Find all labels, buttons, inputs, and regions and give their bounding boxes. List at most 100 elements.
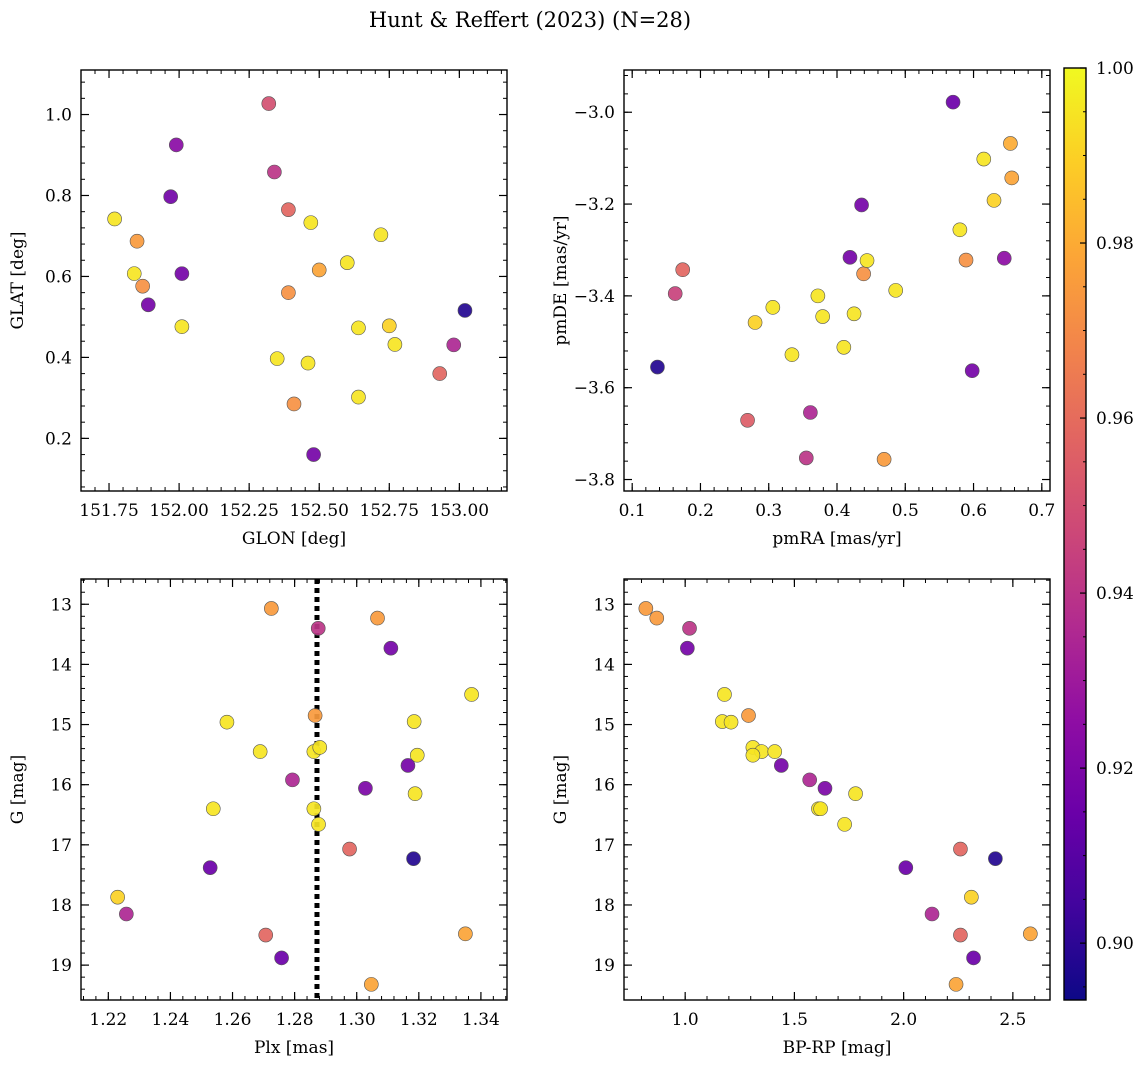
data-point xyxy=(407,786,423,802)
data-point xyxy=(446,337,462,353)
data-point xyxy=(432,366,448,381)
data-point xyxy=(110,889,125,905)
data-point xyxy=(274,950,289,966)
data-point xyxy=(342,841,357,857)
x-tick-label: 1.24 xyxy=(151,1010,189,1030)
colorbar-tick-label: 0.98 xyxy=(1096,234,1134,254)
data-point xyxy=(381,318,397,334)
x-tick-label: 1.34 xyxy=(462,1010,500,1030)
y-tick-label: −3.6 xyxy=(574,379,615,399)
data-point xyxy=(747,315,763,330)
colorbar-tick-label: 0.96 xyxy=(1096,409,1134,429)
data-point xyxy=(252,744,268,759)
x-tick-label: 1.0 xyxy=(672,1010,699,1030)
data-point xyxy=(373,227,389,243)
x-tick-label: 153.00 xyxy=(430,501,489,521)
y-tick-label: 14 xyxy=(593,655,615,675)
data-point xyxy=(351,389,366,405)
x-tick-label: 1.28 xyxy=(276,1010,314,1030)
y-axis-label: pmDE [mas/yr] xyxy=(551,215,571,345)
colorbar-gradient xyxy=(1063,67,1087,1001)
data-point xyxy=(784,347,800,362)
data-point xyxy=(650,359,665,375)
data-point xyxy=(798,450,814,466)
data-point xyxy=(126,266,142,281)
data-point xyxy=(846,306,862,322)
x-tick-label: 151.75 xyxy=(79,501,138,521)
data-point xyxy=(773,758,789,773)
data-point xyxy=(269,351,285,366)
y-tick-label: −3.2 xyxy=(574,195,615,215)
data-layer xyxy=(650,94,1020,467)
data-point xyxy=(400,758,416,773)
y-tick-label: 1.0 xyxy=(45,106,72,126)
data-point xyxy=(261,96,277,111)
x-tick-label: 0.1 xyxy=(619,501,646,521)
data-point xyxy=(988,851,1003,866)
x-tick-label: 152.00 xyxy=(149,501,208,521)
data-point xyxy=(740,412,755,428)
colorbar-tick-label: 0.94 xyxy=(1096,584,1134,604)
panel-plx: 1.22 1.24 1.26 1.28 1.30 1.32 1.34 13 14 15 16 17 18… xyxy=(8,578,508,1058)
data-point xyxy=(1003,136,1018,151)
data-point xyxy=(680,640,695,656)
data-point xyxy=(848,786,863,802)
minor-ticks xyxy=(81,579,507,1000)
data-point xyxy=(281,202,296,217)
data-point xyxy=(281,285,296,300)
data-point xyxy=(258,927,274,943)
data-point xyxy=(135,278,150,294)
data-point xyxy=(219,714,235,730)
colorbar: 0.90 0.92 0.94 0.96 0.98 1.00 xyxy=(1063,59,1134,1001)
y-tick-label: −3.8 xyxy=(574,471,615,491)
data-point xyxy=(383,640,399,656)
y-tick-label: 17 xyxy=(593,836,615,856)
x-tick-label: 0.5 xyxy=(892,501,919,521)
x-tick-label: 2.5 xyxy=(999,1010,1026,1030)
colorbar-tick-label: 1.00 xyxy=(1096,59,1134,79)
data-point xyxy=(986,193,1002,208)
y-tick-label: 19 xyxy=(593,956,615,976)
x-tick-label: 152.75 xyxy=(360,501,419,521)
data-point xyxy=(854,197,869,213)
figure-title: Hunt & Reffert (2023) (N=28) xyxy=(369,8,691,32)
colorbar-tick-label: 0.92 xyxy=(1096,759,1134,779)
axes-frame xyxy=(80,578,508,1001)
data-point xyxy=(964,363,980,379)
colorbar-tick-label: 0.90 xyxy=(1096,934,1134,954)
data-point xyxy=(953,927,968,943)
panel-sky: 151.75 152.00 152.25 152.50 152.75 153.00 0.2 0… xyxy=(8,69,508,549)
x-axis-label: BP-RP [mag] xyxy=(783,1038,892,1058)
data-point xyxy=(174,319,190,334)
data-point xyxy=(649,610,665,626)
data-point xyxy=(409,747,425,763)
data-point xyxy=(458,926,473,942)
data-point xyxy=(948,977,964,992)
y-tick-label: 13 xyxy=(593,595,615,615)
data-point xyxy=(898,860,914,875)
data-point xyxy=(958,252,974,268)
data-point xyxy=(129,233,145,249)
data-point xyxy=(638,601,654,616)
y-tick-label: 14 xyxy=(50,655,72,675)
axes-frame xyxy=(623,578,1051,1001)
x-tick-label: 0.2 xyxy=(687,501,714,521)
x-tick-label: 1.32 xyxy=(400,1010,438,1030)
data-point xyxy=(803,405,818,420)
panel-pm: 0.1 0.2 0.3 0.4 0.5 0.6 0.7 −3.8 −3.6 −3.4 −3.2 −3.… xyxy=(551,69,1055,549)
y-tick-label: 18 xyxy=(50,896,72,916)
data-point xyxy=(859,253,875,268)
x-tick-label: 1.22 xyxy=(89,1010,127,1030)
data-point xyxy=(953,841,968,857)
data-point xyxy=(351,320,366,336)
y-tick-label: 16 xyxy=(593,776,615,796)
data-point xyxy=(1023,926,1038,942)
data-point xyxy=(339,255,355,270)
data-point xyxy=(174,266,190,281)
data-point xyxy=(107,211,122,227)
data-point xyxy=(306,447,321,462)
data-point xyxy=(370,610,385,626)
data-point xyxy=(306,801,322,817)
data-point xyxy=(876,452,892,467)
